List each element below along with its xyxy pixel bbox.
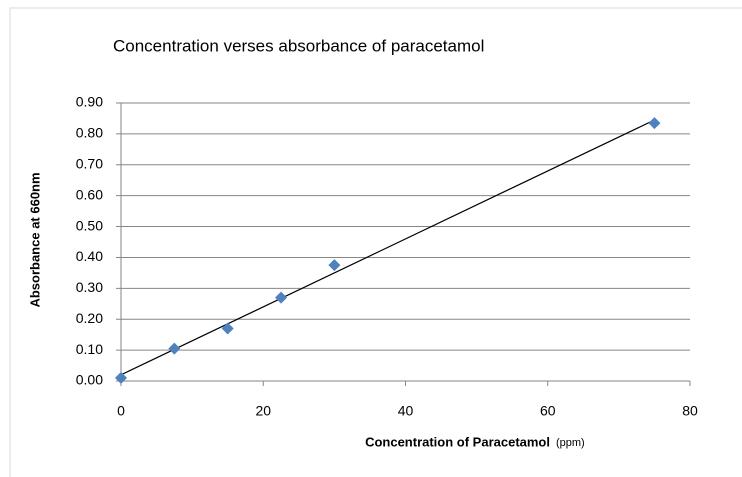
data-point — [275, 291, 288, 304]
data-point — [221, 322, 234, 335]
y-tick-label: 0.90 — [76, 94, 103, 110]
y-tick-label: 0.80 — [76, 125, 103, 141]
y-tick-label: 0.50 — [76, 217, 103, 233]
y-tick-label: 0.10 — [76, 341, 103, 357]
x-tick-label: 40 — [398, 403, 414, 419]
chart-title: Concentration verses absorbance of parac… — [113, 36, 484, 55]
x-tick-label: 80 — [682, 403, 698, 419]
data-point — [168, 342, 181, 355]
y-axis-label: Absorbance at 660nm — [27, 172, 42, 307]
data-point — [328, 259, 341, 272]
x-tick-label: 60 — [540, 403, 556, 419]
y-tick-label: 0.30 — [76, 279, 103, 295]
y-tick-label: 0.60 — [76, 186, 103, 202]
y-tick-label: 0.00 — [76, 372, 103, 388]
x-axis-label: Concentration of Paracetamol — [365, 434, 550, 449]
y-tick-label: 0.20 — [76, 310, 103, 326]
data-point — [115, 371, 127, 384]
y-tick-label: 0.40 — [76, 248, 103, 264]
trendline — [120, 119, 655, 376]
y-tick-label: 0.70 — [76, 155, 103, 171]
chart-frame — [9, 7, 742, 477]
x-tick-label: 20 — [255, 403, 271, 419]
x-tick-label: 0 — [117, 403, 125, 419]
data-point — [648, 117, 661, 130]
x-axis-unit: (ppm) — [556, 437, 585, 449]
